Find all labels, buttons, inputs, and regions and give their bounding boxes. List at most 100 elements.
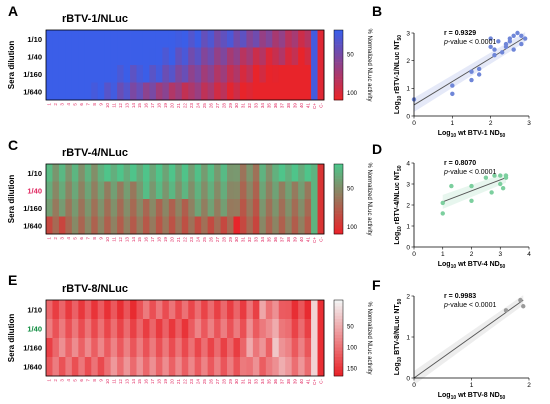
heatmap-cell [149,30,157,48]
heatmap-cell [168,82,176,101]
heatmap-cell [84,65,92,83]
heatmap-cell [181,199,189,217]
heatmap-cell [71,181,79,200]
heatmap-cell [142,82,150,101]
heatmap-cell [52,164,60,182]
heatmap-cell [46,338,53,358]
column-label: 25 [202,103,207,109]
heatmap-cell [65,216,73,235]
heatmap-cell [317,181,325,200]
data-point [440,211,445,216]
heatmap-cell [181,300,189,320]
heatmap-cell [252,338,260,358]
column-label: 26 [208,237,213,243]
heatmap-cell [188,30,196,48]
heatmap-cell [91,47,99,66]
heatmap-cell [239,82,247,101]
column-label: 41 [305,103,310,109]
data-point [469,69,474,74]
colorbar-step [334,360,343,364]
heatmap-cell [317,47,325,66]
heatmap-cell [46,216,53,235]
heatmap-cell [91,357,99,377]
heatmap-cell [168,47,176,66]
heatmap-cell [52,82,60,101]
heatmap-cell [207,319,215,339]
column-label: 25 [202,379,207,385]
heatmap-cell [149,199,157,217]
heatmap-cell [259,319,267,339]
heatmap-cell [46,65,53,83]
heatmap-cell [246,82,254,101]
x-tick-label: 1 [441,251,445,258]
heatmap-cell [181,164,189,182]
heatmap-cell [291,47,299,66]
heatmap-cell [78,181,86,200]
column-label: 2 [53,103,58,106]
column-label: 26 [208,379,213,385]
colorbar-step [334,32,343,37]
heatmap-cell [252,319,260,339]
heatmap-cell [278,30,286,48]
row-label: 1/10 [27,169,42,178]
heatmap-cell [155,82,163,101]
heatmap-cell [84,181,92,200]
heatmap-cell [259,181,267,200]
colorbar-step [334,97,343,101]
heatmap-cell [91,199,99,217]
column-label: 21 [176,103,181,109]
column-label: 6 [79,237,84,240]
panel-letter: A [8,3,18,19]
column-label: 18 [157,103,162,109]
data-point [492,52,497,58]
column-label: 14 [131,103,136,109]
heatmap-cell [259,164,267,182]
heatmap-cell [220,47,228,66]
column-label: 4 [66,237,71,240]
colorbar-step [334,91,343,95]
heatmap-cell [233,82,241,101]
heatmap-cell [194,199,202,217]
colorbar-step [334,65,343,69]
heatmap-cell [65,338,73,358]
colorbar-step [334,53,343,57]
row-label: 1/640 [23,363,42,372]
column-label: 10 [105,237,110,243]
column-label: 7 [86,237,91,240]
heatmap-cell [52,300,60,320]
heatmap-cell [304,357,312,377]
data-point [489,190,494,195]
heatmap-cell [52,47,60,66]
data-point [488,44,493,50]
column-label: C- [318,237,323,242]
column-label: 29 [228,379,233,385]
heatmap-cell [233,319,241,339]
heatmap-cell [162,181,170,200]
heatmap-cell [298,30,306,48]
colorbar-step [334,178,343,182]
colorbar-step [334,44,343,48]
heatmap-cell [278,338,286,358]
heatmap-cell [162,65,170,83]
heatmap-cell [52,357,60,377]
heatmap-cell [278,164,286,182]
heatmap-cell [214,65,221,83]
heatmap-cell [52,338,60,358]
data-point [519,33,524,38]
heatmap-cell [110,338,118,358]
column-label: 35 [267,103,272,109]
heatmap-cell [130,181,137,200]
column-label: 4 [66,103,71,106]
data-point [476,66,482,72]
heatmap-cell [162,30,170,48]
heatmap-cell [201,47,209,66]
heatmap-cell [246,338,254,358]
heatmap-cell [71,82,79,101]
heatmap-cell [142,300,150,320]
column-label: C- [318,379,323,384]
heatmap-cell [220,199,228,217]
heatmap-cell [194,181,202,200]
heatmap-cell [97,82,105,101]
column-label: 19 [163,237,168,243]
heatmap-cell [285,338,293,358]
